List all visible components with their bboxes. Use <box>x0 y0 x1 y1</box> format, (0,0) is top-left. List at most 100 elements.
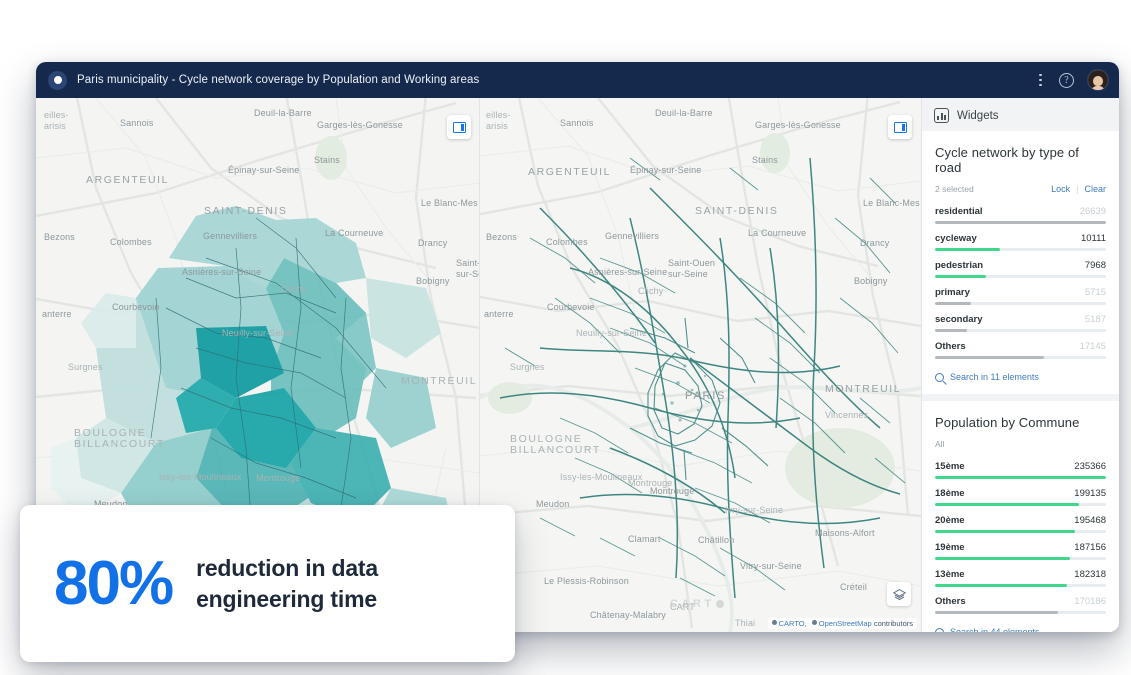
category-label: pedestrian <box>935 260 984 271</box>
category-label: Others <box>935 596 966 607</box>
category-bar-track <box>935 557 1106 560</box>
widget-cycle-network-by-type-of-road: Cycle network by type of road 2 selected L… <box>922 131 1119 394</box>
category-bar-fill <box>935 476 1106 479</box>
category-header: pedestrian 7968 <box>935 260 1106 271</box>
category-header: primary 5715 <box>935 287 1106 298</box>
stat-description: reduction in data engineering time <box>196 553 378 614</box>
category-bar-track <box>935 476 1106 479</box>
category-bar-track <box>935 584 1106 587</box>
widget-category-row[interactable]: primary 5715 <box>935 287 1106 305</box>
category-label: 15ème <box>935 461 965 472</box>
category-bar-track <box>935 302 1106 305</box>
widget-category-row[interactable]: pedestrian 7968 <box>935 260 1106 278</box>
category-bar-fill <box>935 275 987 278</box>
category-value: 235366 <box>1074 461 1106 472</box>
widget-subheader: 2 selected Lock | Clear <box>935 184 1106 194</box>
category-bar-fill <box>935 356 1045 359</box>
category-bar-track <box>935 248 1106 251</box>
page-title: Paris municipality - Cycle network cover… <box>77 74 480 86</box>
category-value: 10111 <box>1080 233 1106 244</box>
map-attribution: CARTO, OpenStreetMap contributors <box>767 618 917 629</box>
category-header: 18ème 199135 <box>935 488 1106 499</box>
widget-category-row[interactable]: 15ème 235366 <box>935 461 1106 479</box>
category-header: secondary 5187 <box>935 314 1106 325</box>
search-icon <box>935 627 944 632</box>
widget-actions: Lock | Clear <box>1051 184 1106 194</box>
attribution-osm[interactable]: OpenStreetMap <box>818 619 872 628</box>
lock-button[interactable]: Lock <box>1051 184 1071 194</box>
category-bar-fill <box>935 530 1076 533</box>
stat-callout-card: 80% reduction in data engineering time <box>20 505 515 662</box>
category-bar-fill <box>935 584 1067 587</box>
category-header: Others 17145 <box>935 341 1106 352</box>
map-canvas-right <box>480 98 921 632</box>
category-value: 199135 <box>1074 488 1106 499</box>
search-in-elements-link[interactable]: Search in 44 elements <box>935 627 1106 632</box>
kebab-menu-icon[interactable] <box>1035 71 1046 90</box>
category-header: 20ème 195468 <box>935 515 1106 526</box>
widget-population-by-commune: Population by Commune All 15ème 235366 18ème… <box>922 401 1119 632</box>
category-value: 170186 <box>1074 596 1106 607</box>
stat-line-1: reduction in data <box>196 555 378 582</box>
layers-icon[interactable] <box>887 582 911 606</box>
bar-chart-icon <box>934 108 949 123</box>
toggle-panel-icon[interactable] <box>447 115 471 139</box>
widget-category-row[interactable]: Others 170186 <box>935 596 1106 614</box>
help-circle-icon[interactable]: ? <box>1059 72 1074 88</box>
widget-category-row[interactable]: 19ème 187156 <box>935 542 1106 560</box>
category-bar-fill <box>935 329 968 332</box>
category-value: 7968 <box>1084 260 1106 271</box>
category-value: 5187 <box>1084 314 1106 325</box>
search-label: Search in 11 elements <box>950 372 1039 382</box>
widget-category-row[interactable]: 13ème 182318 <box>935 569 1106 587</box>
attribution-carto[interactable]: CARTO, <box>778 619 807 628</box>
stat-line-2: engineering time <box>196 585 377 612</box>
circle-dot-icon[interactable] <box>48 70 67 90</box>
widget-category-row[interactable]: residential 26639 <box>935 206 1106 224</box>
widget-category-row[interactable]: 18ème 199135 <box>935 488 1106 506</box>
search-in-elements-link[interactable]: Search in 11 elements <box>935 372 1106 382</box>
category-value: 26639 <box>1079 206 1106 217</box>
layers-glyph <box>892 588 906 600</box>
category-header: 13ème 182318 <box>935 569 1106 580</box>
category-bar-track <box>935 503 1106 506</box>
category-label: 13ème <box>935 569 965 580</box>
widget-category-row[interactable]: cycleway 10111 <box>935 233 1106 251</box>
app-header: Paris municipality - Cycle network cover… <box>36 62 1119 98</box>
clear-button[interactable]: Clear <box>1084 184 1106 194</box>
category-bar-track <box>935 356 1106 359</box>
widgets-sidebar: Widgets Cycle network by type of road 2 s… <box>921 98 1119 632</box>
carto-watermark: CART <box>670 598 724 610</box>
category-header: 19ème 187156 <box>935 542 1106 553</box>
category-bar-track <box>935 329 1106 332</box>
avatar[interactable] <box>1087 69 1109 91</box>
category-bar-track <box>935 611 1106 614</box>
category-bar-fill <box>935 248 1000 251</box>
widget-title: Cycle network by type of road <box>935 145 1080 175</box>
widget-subheader: All <box>935 439 1106 449</box>
widget-title: Population by Commune <box>935 415 1080 430</box>
category-header: 15ème 235366 <box>935 461 1106 472</box>
widget-category-row[interactable]: secondary 5187 <box>935 314 1106 332</box>
category-bar-fill <box>935 611 1059 614</box>
category-label: cycleway <box>935 233 977 244</box>
category-header: Others 170186 <box>935 596 1106 607</box>
toggle-panel-icon[interactable] <box>888 115 912 139</box>
category-header: cycleway 10111 <box>935 233 1106 244</box>
category-bar-track <box>935 275 1106 278</box>
widget-category-row[interactable]: 20ème 195468 <box>935 515 1106 533</box>
category-value: 182318 <box>1074 569 1106 580</box>
category-label: primary <box>935 287 970 298</box>
category-value: 187156 <box>1074 542 1106 553</box>
attribution-suffix: contributors <box>873 619 913 628</box>
category-label: residential <box>935 206 983 217</box>
category-value: 17145 <box>1079 341 1106 352</box>
category-label: 20ème <box>935 515 965 526</box>
category-header: residential 26639 <box>935 206 1106 217</box>
search-label: Search in 44 elements <box>950 627 1040 632</box>
widget-category-row[interactable]: Others 17145 <box>935 341 1106 359</box>
category-bar-fill <box>935 503 1079 506</box>
cycle-network-map[interactable]: CART CARTO, OpenStreetMap contributors e… <box>480 98 921 632</box>
widget-selection-count: 2 selected <box>935 184 974 194</box>
search-icon <box>935 372 944 382</box>
